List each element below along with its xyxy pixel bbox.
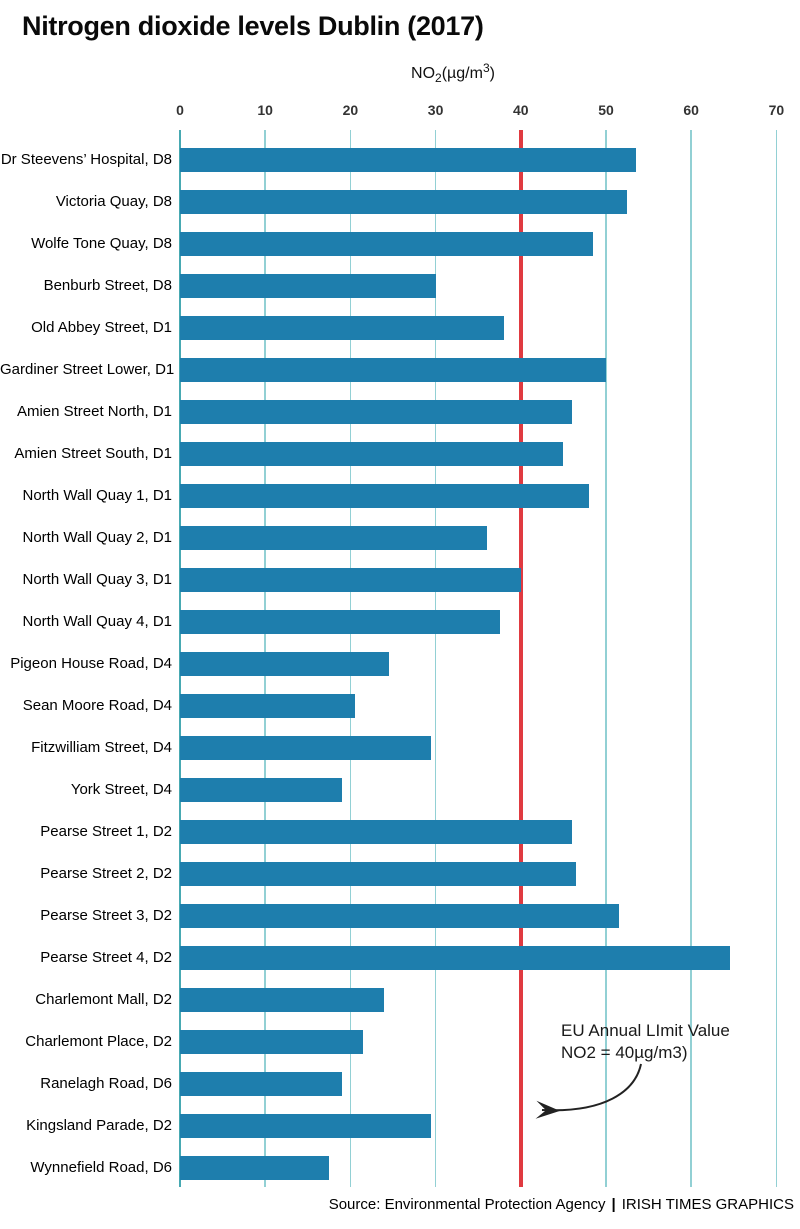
bar xyxy=(180,946,730,970)
bar-label: York Street, D4 xyxy=(70,781,172,798)
bar-label: Gardiner Street Lower, D1 xyxy=(0,361,175,378)
bar-label: Old Abbey Street, D1 xyxy=(31,319,172,336)
gridline xyxy=(690,130,692,1187)
bar xyxy=(180,778,342,802)
bar-label: Amien Street South, D1 xyxy=(14,445,172,462)
axis-title-subscript: 2 xyxy=(435,71,442,85)
source-separator: | xyxy=(611,1196,616,1213)
bar xyxy=(180,820,572,844)
bar xyxy=(180,316,504,340)
bar-label: Pearse Street 4, D2 xyxy=(40,949,172,966)
source-text: Source: Environmental Protection Agency xyxy=(328,1196,606,1213)
bar xyxy=(180,610,500,634)
bar xyxy=(180,484,589,508)
bar-label: Victoria Quay, D8 xyxy=(55,193,172,210)
x-axis-title: NO2(µg/m3) xyxy=(411,61,495,85)
bar-label: Pearse Street 2, D2 xyxy=(40,865,172,882)
bar-label: North Wall Quay 2, D1 xyxy=(22,529,173,546)
plot-area xyxy=(179,130,794,1187)
bar xyxy=(180,904,619,928)
bar xyxy=(180,1156,330,1180)
bar xyxy=(180,694,355,718)
bar xyxy=(180,442,564,466)
eu-limit-annotation-line2: NO2 = 40µg/m3) xyxy=(561,1043,688,1062)
bar-label: Dr Steevens’ Hospital, D8 xyxy=(0,151,172,168)
gridline xyxy=(605,130,607,1187)
gridline xyxy=(775,130,778,1187)
bar-label: North Wall Quay 4, D1 xyxy=(22,613,173,630)
x-tick-label: 10 xyxy=(257,102,273,118)
axis-title-prefix: NO xyxy=(411,65,436,82)
bar xyxy=(180,652,389,676)
x-tick-label: 50 xyxy=(598,102,614,118)
bar-label: Charlemont Mall, D2 xyxy=(35,991,172,1008)
axis-title-mid: (µg/m xyxy=(441,65,483,82)
annotation-arrow-icon xyxy=(535,1063,642,1119)
bar xyxy=(180,568,521,592)
bar xyxy=(180,190,628,214)
x-tick-label: 70 xyxy=(768,102,785,118)
source-credit: IRISH TIMES GRAPHICS xyxy=(621,1196,794,1213)
source-line: Source: Environmental Protection Agency |… xyxy=(0,1196,794,1213)
bar-label: North Wall Quay 1, D1 xyxy=(22,487,173,504)
bar-label: Sean Moore Road, D4 xyxy=(22,697,172,714)
bar xyxy=(180,400,572,424)
bar xyxy=(180,988,385,1012)
bar xyxy=(180,862,577,886)
bar-label: Ranelagh Road, D6 xyxy=(40,1075,172,1092)
x-tick-label: 30 xyxy=(427,102,444,118)
x-tick-label: 0 xyxy=(176,102,184,118)
bar-label: Amien Street North, D1 xyxy=(16,403,172,420)
bar xyxy=(180,232,594,256)
bar xyxy=(180,358,606,382)
eu-limit-reference-line xyxy=(518,130,523,1187)
bar-label: North Wall Quay 3, D1 xyxy=(22,571,173,588)
x-tick-label: 40 xyxy=(513,102,529,118)
bar xyxy=(180,1114,432,1138)
gridline xyxy=(434,130,437,1187)
bar-label: Wynnefield Road, D6 xyxy=(30,1159,172,1176)
bar-label: Pigeon House Road, D4 xyxy=(10,655,172,672)
bar-label: Fitzwilliam Street, D4 xyxy=(31,739,172,756)
bar-label: Pearse Street 3, D2 xyxy=(40,907,172,924)
bar xyxy=(180,274,436,298)
bar-label: Kingsland Parade, D2 xyxy=(26,1117,172,1134)
eu-limit-annotation: EU Annual LImit Value NO2 = 40µg/m3) xyxy=(561,1020,730,1064)
axis-title-superscript: 3 xyxy=(482,61,490,75)
bar xyxy=(180,736,432,760)
bar xyxy=(180,1030,364,1054)
axis-title-suffix: ) xyxy=(489,65,495,82)
bar xyxy=(180,1072,342,1096)
bar-label: Wolfe Tone Quay, D8 xyxy=(31,235,172,252)
chart-title: Nitrogen dioxide levels Dublin (2017) xyxy=(22,11,484,41)
x-tick-label: 20 xyxy=(342,102,359,118)
bar-label: Charlemont Place, D2 xyxy=(25,1033,172,1050)
bar xyxy=(180,148,636,172)
bar xyxy=(180,526,487,550)
bar-label: Pearse Street 1, D2 xyxy=(40,823,172,840)
bar-label: Benburb Street, D8 xyxy=(43,277,172,294)
eu-limit-annotation-line1: EU Annual LImit Value xyxy=(561,1021,730,1040)
x-tick-label: 60 xyxy=(683,102,699,118)
